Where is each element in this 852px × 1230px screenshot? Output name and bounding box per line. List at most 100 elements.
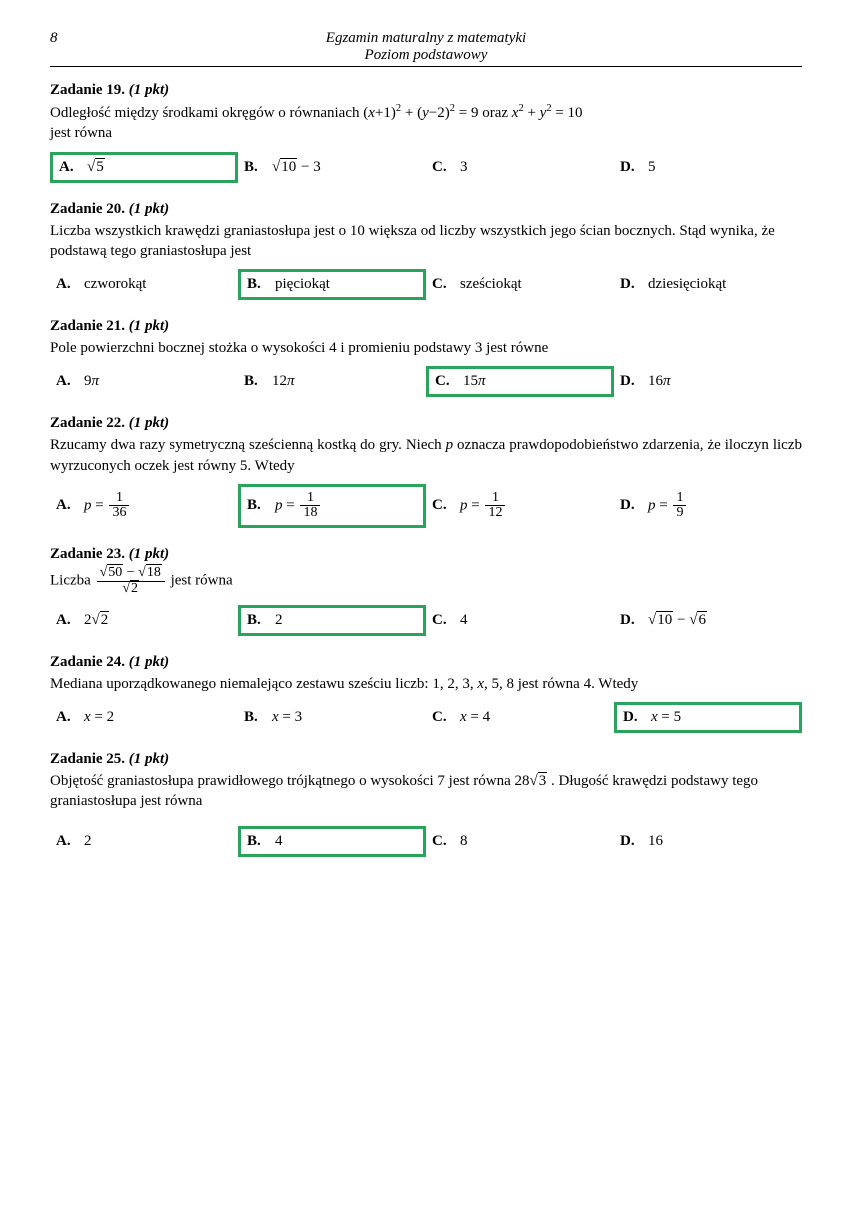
answer-d: D. 16 [614, 826, 802, 857]
answer-value: p = 136 [84, 491, 131, 521]
answer-value: 8 [460, 833, 468, 850]
answer-letter: D. [620, 276, 638, 293]
answer-a: A. 2 [50, 826, 238, 857]
answer-letter: B. [247, 833, 265, 850]
header-center: Egzamin maturalny z matematyki Poziom po… [90, 30, 762, 64]
body-prefix: Objętość graniastosłupa prawidłowego tró… [50, 773, 515, 789]
task-22: Zadanie 22. (1 pkt) Rzucamy dwa razy sym… [50, 415, 802, 528]
answer-b: B. 2 [238, 605, 426, 636]
task-number: Zadanie 20. [50, 201, 125, 217]
answer-letter: B. [247, 276, 265, 293]
body-text: Odległość między środkami okręgów o równ… [50, 105, 363, 121]
task-points: (1 pkt) [129, 546, 169, 562]
answer-value: p = 118 [275, 491, 322, 521]
answer-letter: B. [247, 612, 265, 629]
answer-value: 4 [460, 612, 468, 629]
answer-value: p = 19 [648, 491, 688, 521]
task-body: Liczba 50 − 18 2 jest równa [50, 566, 802, 596]
answer-value: 16π [648, 373, 671, 390]
answer-b: B. 12π [238, 366, 426, 397]
answer-value: 5 [87, 159, 105, 176]
task-title: Zadanie 19. (1 pkt) [50, 82, 802, 99]
answer-value: 9π [84, 373, 99, 390]
answers-row: A. 5 B. 10 − 3 C. 3 D. 5 [50, 152, 802, 183]
header-spacer [762, 30, 802, 64]
task-points: (1 pkt) [129, 82, 169, 98]
answer-letter: A. [56, 373, 74, 390]
task-body: Liczba wszystkich krawędzi graniastosłup… [50, 221, 802, 262]
answer-a: A. czworokąt [50, 269, 238, 300]
answer-b: B. 10 − 3 [238, 152, 426, 183]
answer-letter: D. [620, 497, 638, 514]
task-title: Zadanie 23. (1 pkt) [50, 546, 802, 563]
header-line1: Egzamin maturalny z matematyki [90, 30, 762, 47]
body-prefix: Liczba [50, 573, 95, 589]
answer-c: C. 15π [426, 366, 614, 397]
answer-c: C. 3 [426, 152, 614, 183]
answer-letter: A. [56, 497, 74, 514]
task-19: Zadanie 19. (1 pkt) Odległość między śro… [50, 82, 802, 183]
task-title: Zadanie 22. (1 pkt) [50, 415, 802, 432]
task-body: Mediana uporządkowanego niemalejąco zest… [50, 674, 802, 694]
answer-value: 15π [463, 373, 486, 390]
equation-1: (x+1)2 + (y−2)2 = 9 [363, 105, 478, 121]
answer-a: A. p = 136 [50, 484, 238, 528]
answers-row: A. p = 136 B. p = 118 C. p = 112 D. p = … [50, 484, 802, 528]
task-body: Rzucamy dwa razy symetryczną sześcienną … [50, 435, 802, 476]
answer-letter: A. [56, 833, 74, 850]
task-points: (1 pkt) [129, 654, 169, 670]
answer-value: x = 4 [460, 709, 490, 726]
answer-d: D. 16π [614, 366, 802, 397]
answer-letter: B. [244, 373, 262, 390]
task-body: Objętość graniastosłupa prawidłowego tró… [50, 771, 802, 812]
answer-letter: D. [620, 373, 638, 390]
task-points: (1 pkt) [129, 201, 169, 217]
answer-letter: B. [244, 709, 262, 726]
answer-value: 2 [275, 612, 283, 629]
answer-a: A. 9π [50, 366, 238, 397]
answer-letter: C. [432, 709, 450, 726]
body-fraction: 50 − 18 2 [97, 566, 165, 596]
answer-value: x = 3 [272, 709, 302, 726]
answer-c: C. p = 112 [426, 484, 614, 528]
equation-2: x2 + y2 = 10 [512, 105, 583, 121]
answer-letter: C. [432, 276, 450, 293]
body-value: 283 [515, 773, 548, 789]
task-body: Odległość między środkami okręgów o równ… [50, 102, 802, 144]
answer-letter: A. [56, 709, 74, 726]
body-suffix: jest równa [50, 125, 112, 141]
answer-value: 5 [648, 159, 656, 176]
answers-row: A. czworokąt B. pięciokąt C. sześciokąt … [50, 269, 802, 300]
task-number: Zadanie 22. [50, 415, 125, 431]
answer-letter: A. [56, 612, 74, 629]
task-number: Zadanie 24. [50, 654, 125, 670]
answer-value: 10 − 6 [648, 612, 707, 629]
task-number: Zadanie 23. [50, 546, 125, 562]
answer-a: A. x = 2 [50, 702, 238, 733]
answers-row: A. 9π B. 12π C. 15π D. 16π [50, 366, 802, 397]
answer-value: p = 112 [460, 491, 507, 521]
answer-value: 2 [84, 833, 92, 850]
answer-value: x = 5 [651, 709, 681, 726]
answers-row: A. 2 B. 4 C. 8 D. 16 [50, 826, 802, 857]
task-body: Pole powierzchni bocznej stożka o wysoko… [50, 338, 802, 358]
task-number: Zadanie 19. [50, 82, 125, 98]
answer-value: sześciokąt [460, 276, 522, 293]
task-title: Zadanie 21. (1 pkt) [50, 318, 802, 335]
answer-value: 3 [460, 159, 468, 176]
answer-c: C. x = 4 [426, 702, 614, 733]
task-21: Zadanie 21. (1 pkt) Pole powierzchni boc… [50, 318, 802, 397]
header-line2: Poziom podstawowy [90, 47, 762, 64]
task-20: Zadanie 20. (1 pkt) Liczba wszystkich kr… [50, 201, 802, 301]
answer-letter: C. [432, 612, 450, 629]
answer-letter: A. [59, 159, 77, 176]
task-points: (1 pkt) [129, 751, 169, 767]
body-prefix: Rzucamy dwa razy symetryczną sześcienną … [50, 437, 446, 453]
task-number: Zadanie 25. [50, 751, 125, 767]
answer-letter: C. [435, 373, 453, 390]
answers-row: A. x = 2 B. x = 3 C. x = 4 D. x = 5 [50, 702, 802, 733]
answer-value: pięciokąt [275, 276, 330, 293]
task-number: Zadanie 21. [50, 318, 125, 334]
answer-a: A. 5 [50, 152, 238, 183]
task-points: (1 pkt) [129, 318, 169, 334]
